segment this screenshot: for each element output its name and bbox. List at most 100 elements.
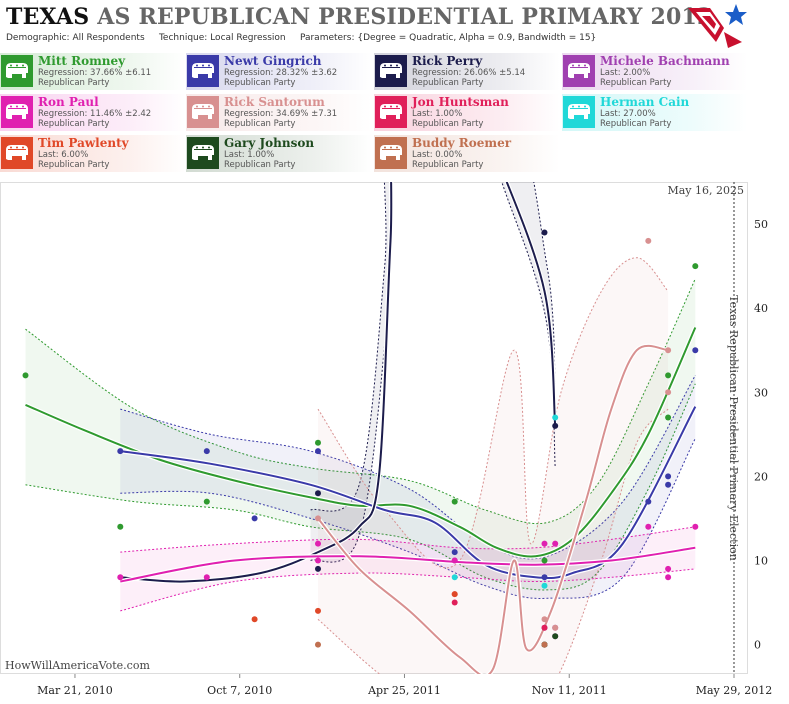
point-ron-paul [692,523,699,530]
point-rick-perry [552,422,559,429]
point-rick-perry [315,565,321,572]
point-rick-santorum [665,389,672,396]
elephant-icon [375,137,407,169]
legend-item-rick-santorum: Rick Santorum Regression: 34.69% ±7.31 Rep… [186,94,372,131]
point-jon-huntsman [541,624,548,631]
demographic-value: All Respondents [72,33,145,43]
legend-stat: Last: 0.00% [412,150,463,160]
legend-item-buddy-roemer: Buddy Roemer Last: 0.00% Republican Party [374,135,560,172]
point-rick-santorum [645,237,652,244]
point-tim-pawlenty [451,591,458,598]
legend-item-tim-pawlenty: Tim Pawlenty Last: 6.00% Republican Party [0,135,186,172]
lower-bound-rick-perry [310,182,556,563]
legend-stat: Regression: 11.46% ±2.42 [38,109,152,119]
legend-party: Republican Party [224,78,296,88]
point-newt-gingrich [665,473,672,480]
legend-name: Buddy Roemer [412,136,512,150]
point-mitt-romney [203,498,210,505]
upper-bound-ron-paul [120,526,696,553]
point-ron-paul [541,540,548,547]
point-tim-pawlenty [315,607,321,614]
point-newt-gingrich [541,574,548,581]
legend-stat: Last: 2.00% [600,68,651,78]
legend-party: Republican Party [412,119,484,129]
point-mitt-romney [665,414,672,421]
legend-name: Jon Huntsman [412,95,509,109]
legend-stat: Last: 1.00% [224,150,275,160]
point-ron-paul [552,540,559,547]
point-gary-johnson [552,633,559,640]
elephant-icon [1,137,33,169]
legend-name: Michele Bachmann [600,54,730,68]
legend-item-michele-bachmann: Michele Bachmann Last: 2.00% Republican Pa… [562,53,748,90]
elephant-icon [1,96,33,128]
legend-stat: Last: 27.00% [600,109,656,119]
elephant-icon [1,55,33,87]
point-rick-santorum [541,616,548,623]
elephant-icon [563,96,595,128]
legend-item-jon-huntsman: Jon Huntsman Last: 1.00% Republican Party [374,94,560,131]
legend-name: Herman Cain [600,95,690,109]
point-mitt-romney [692,263,699,270]
point-rick-perry [315,490,321,497]
demographic-label: Demographic: [6,33,70,43]
point-herman-cain [451,574,458,581]
legend-stat: Last: 6.00% [38,150,89,160]
point-ron-paul [451,557,458,564]
legend-name: Newt Gingrich [224,54,322,68]
legend-item-newt-gingrich: Newt Gingrich Regression: 28.32% ±3.62 Rep… [186,53,372,90]
legend-item-ron-paul: Ron Paul Regression: 11.46% ±2.42 Republic… [0,94,186,131]
y-tick-label: 0 [754,639,761,652]
point-mitt-romney [315,439,321,446]
technique-label: Technique: [158,33,208,43]
point-herman-cain [541,582,548,589]
point-ron-paul [665,574,672,581]
logo-icon [688,4,747,48]
elephant-icon [375,55,407,87]
date-label: May 16, 2025 [667,184,744,197]
technique-value: Local Regression [210,33,286,43]
point-mitt-romney [541,557,548,564]
legend-stat: Regression: 28.32% ±3.62 [224,68,338,78]
band-ron-paul [120,526,696,611]
trend-line-rick-perry [120,182,557,583]
point-newt-gingrich [645,498,652,505]
point-newt-gingrich [665,481,672,488]
legend-stat: Regression: 37.66% ±6.11 [38,68,152,78]
legend-party: Republican Party [600,119,672,129]
elephant-icon [563,55,595,87]
legend-name: Mitt Romney [38,54,126,68]
point-rick-perry [541,229,548,236]
plot-layer [22,182,699,674]
point-buddy-roemer [541,641,548,648]
y-tick-label: 20 [754,470,768,483]
point-ron-paul [117,574,124,581]
y-tick-label: 50 [754,218,768,231]
legend-party: Republican Party [224,160,296,170]
legend-party: Republican Party [38,78,110,88]
legend-item-mitt-romney: Mitt Romney Regression: 37.66% ±6.11 Repub… [0,53,186,90]
legend-stat: Regression: 34.69% ±7.31 [224,109,338,119]
point-buddy-roemer [315,641,321,648]
legend-party: Republican Party [600,78,672,88]
legend-item-herman-cain: Herman Cain Last: 27.00% Republican Party [562,94,748,131]
point-newt-gingrich [451,549,458,556]
legend-party: Republican Party [412,160,484,170]
upper-bound-mitt-romney [25,278,696,525]
election-label: Texas Republican Presidential Primary El… [727,295,740,561]
point-ron-paul [665,565,672,572]
point-newt-gingrich [692,347,699,354]
chart-title: TEXAS AS REPUBLICAN PRESIDENTIAL PRIMARY… [6,4,712,30]
point-mitt-romney [22,372,29,379]
point-newt-gingrich [117,448,124,455]
y-tick-label: 30 [754,386,768,399]
point-ron-paul [315,557,321,564]
legend-name: Ron Paul [38,95,99,109]
legend-name: Tim Pawlenty [38,136,129,150]
point-mitt-romney [451,498,458,505]
point-ron-paul [203,574,210,581]
point-rick-santorum [315,515,321,522]
x-tick-label: Mar 21, 2010 [37,684,113,697]
trend-line-mitt-romney [25,327,697,558]
legend-name: Rick Santorum [224,95,325,109]
